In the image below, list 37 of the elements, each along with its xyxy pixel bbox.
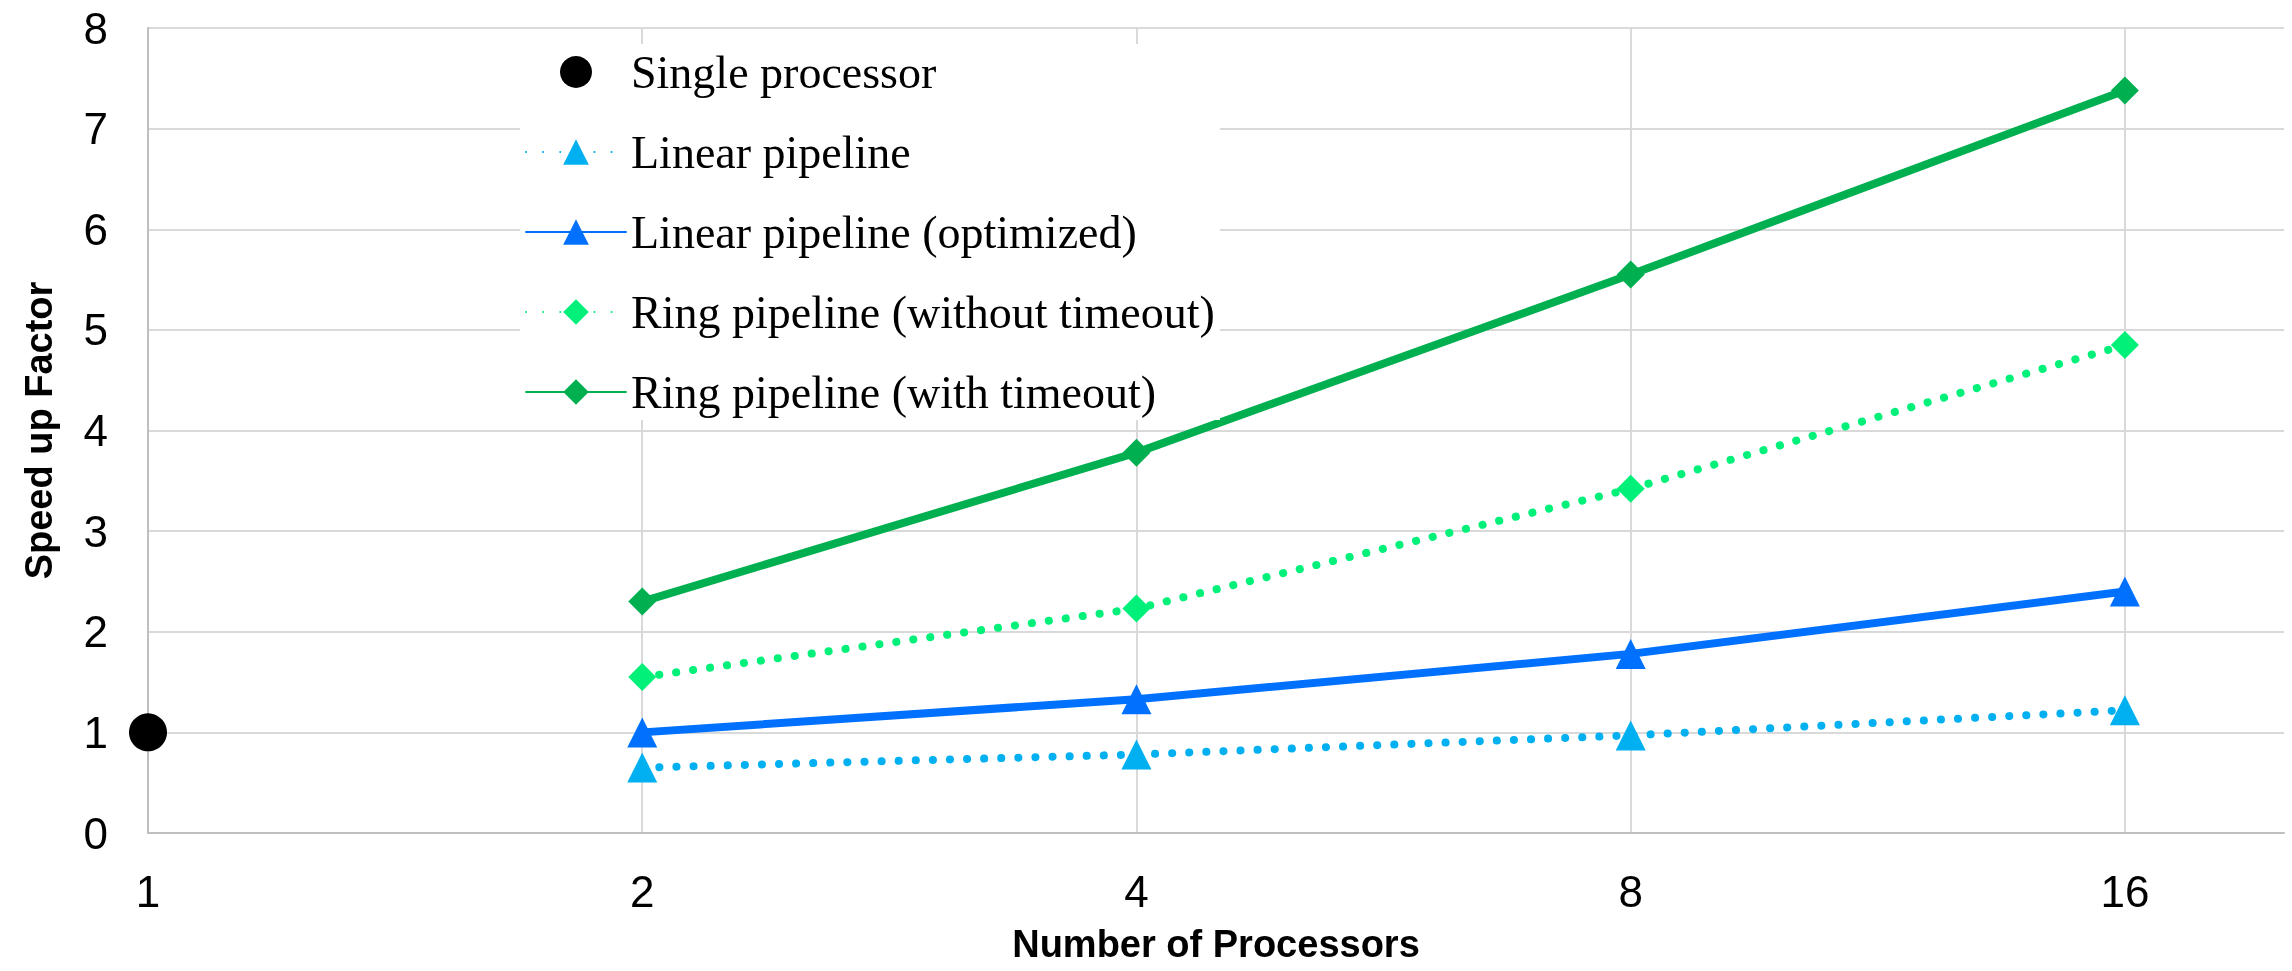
point <box>1122 438 1151 467</box>
point <box>1615 638 1646 669</box>
point <box>1122 594 1151 623</box>
point <box>628 587 657 616</box>
legend-label: Linear pipeline <box>631 126 911 178</box>
x-tick-label: 8 <box>1618 866 1643 916</box>
point <box>1121 684 1152 715</box>
legend-label: Linear pipeline (optimized) <box>631 206 1137 258</box>
point <box>1615 720 1646 751</box>
y-tick-label: 7 <box>83 104 108 154</box>
point <box>1121 739 1152 770</box>
y-tick-label: 5 <box>83 305 108 355</box>
point <box>2109 576 2140 607</box>
point <box>2110 330 2139 359</box>
y-tick-label: 0 <box>83 808 108 858</box>
point <box>627 752 658 783</box>
point <box>1616 260 1645 289</box>
y-tick-label: 1 <box>83 707 108 757</box>
legend-label: Ring pipeline (without timeout) <box>631 286 1215 338</box>
point <box>628 663 657 692</box>
point <box>2110 76 2139 105</box>
y-tick-label: 2 <box>83 607 108 657</box>
x-axis-title: Number of Processors <box>1012 923 1420 965</box>
x-tick-label: 4 <box>1124 866 1149 916</box>
point <box>1616 474 1645 503</box>
y-tick-label: 8 <box>83 3 108 53</box>
point <box>627 717 658 748</box>
legend-label: Single processor <box>631 46 937 98</box>
x-tick-label: 2 <box>629 866 655 916</box>
x-tick-label: 16 <box>2100 866 2150 916</box>
legend-label: Ring pipeline (with timeout) <box>631 366 1157 418</box>
x-tick-label: 1 <box>135 866 161 916</box>
point <box>2109 695 2140 726</box>
y-tick-label: 6 <box>83 204 108 254</box>
y-tick-label: 4 <box>83 406 108 455</box>
y-axis-title: Speed up Factor <box>18 281 60 580</box>
y-tick-label: 3 <box>83 506 108 556</box>
